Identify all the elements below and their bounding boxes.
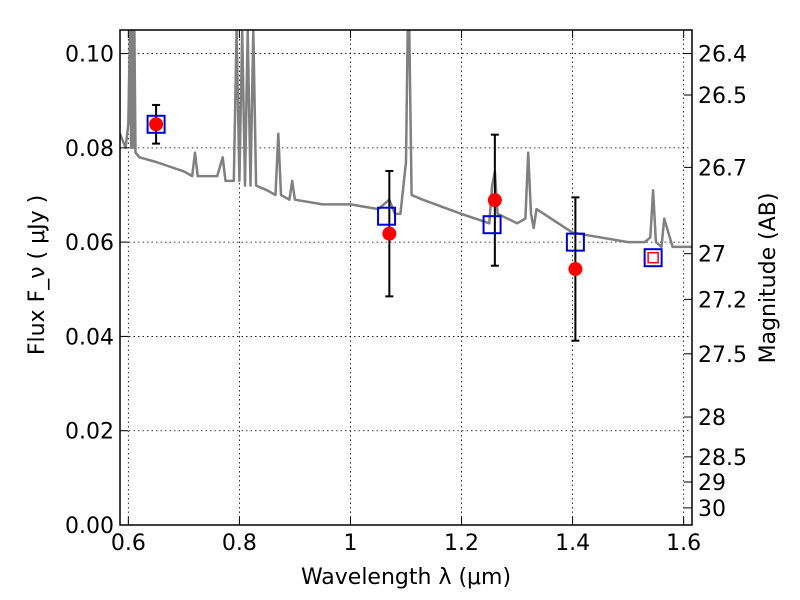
magnitude-tick-label: 30 — [698, 497, 726, 522]
magnitude-tick-label: 27.2 — [698, 288, 747, 313]
inner-marker — [647, 251, 659, 264]
y-tick-label: 0.04 — [65, 325, 114, 350]
magnitude-tick-label: 26.4 — [698, 43, 747, 68]
magnitude-tick-label: 28.5 — [698, 446, 747, 471]
y-tick-label: 0.08 — [65, 137, 114, 162]
spectrum-layer — [120, 30, 692, 249]
observed-point — [382, 226, 397, 241]
observed-point — [149, 117, 164, 132]
magnitude-axis-label: Magnitude (AB) — [756, 193, 781, 364]
magnitude-tick-label: 26.7 — [698, 156, 747, 181]
x-tick-label: 1 — [343, 531, 357, 556]
magnitude-tick-label: 26.5 — [698, 84, 747, 109]
y-axis-label: Flux F_ν ( μJy ) — [25, 195, 50, 355]
y-tick-label: 0.00 — [65, 514, 114, 539]
magnitude-tick-label: 28 — [698, 406, 726, 431]
magnitude-tick-label: 27.5 — [698, 343, 747, 368]
plot-frame — [119, 29, 693, 526]
x-axis-label: Wavelength λ (μm) — [301, 565, 511, 590]
model-photometry-point — [482, 215, 502, 235]
y-tick-label: 0.02 — [65, 420, 114, 445]
model-photometry-point — [377, 206, 397, 226]
x-tick-label: 1.4 — [555, 531, 590, 556]
model-photometry-point — [643, 248, 663, 268]
model-spectrum-line — [120, 30, 692, 249]
observed-point — [568, 262, 583, 277]
x-tick-label: 0.6 — [111, 531, 146, 556]
magnitude-tick-label: 27 — [698, 243, 726, 268]
x-tick-label: 0.8 — [222, 531, 257, 556]
y-tick-label: 0.10 — [65, 43, 114, 68]
magnitude-tick-label: 29 — [698, 471, 726, 496]
observed-points-layer — [149, 117, 583, 277]
y-tick-label: 0.06 — [65, 231, 114, 256]
model-photometry-point — [565, 232, 585, 252]
model-points-layer — [146, 114, 663, 268]
tick-label-layer: 0.6 0.8 1 1.2 1.4 1.6 0.00 0.02 0.04 0.06 0.08 0.10… — [65, 43, 747, 556]
observed-point — [487, 193, 502, 208]
x-tick-label: 1.6 — [666, 531, 701, 556]
tick-layer — [120, 30, 692, 526]
x-tick-label: 1.2 — [444, 531, 479, 556]
model-photometry-point — [146, 114, 166, 134]
